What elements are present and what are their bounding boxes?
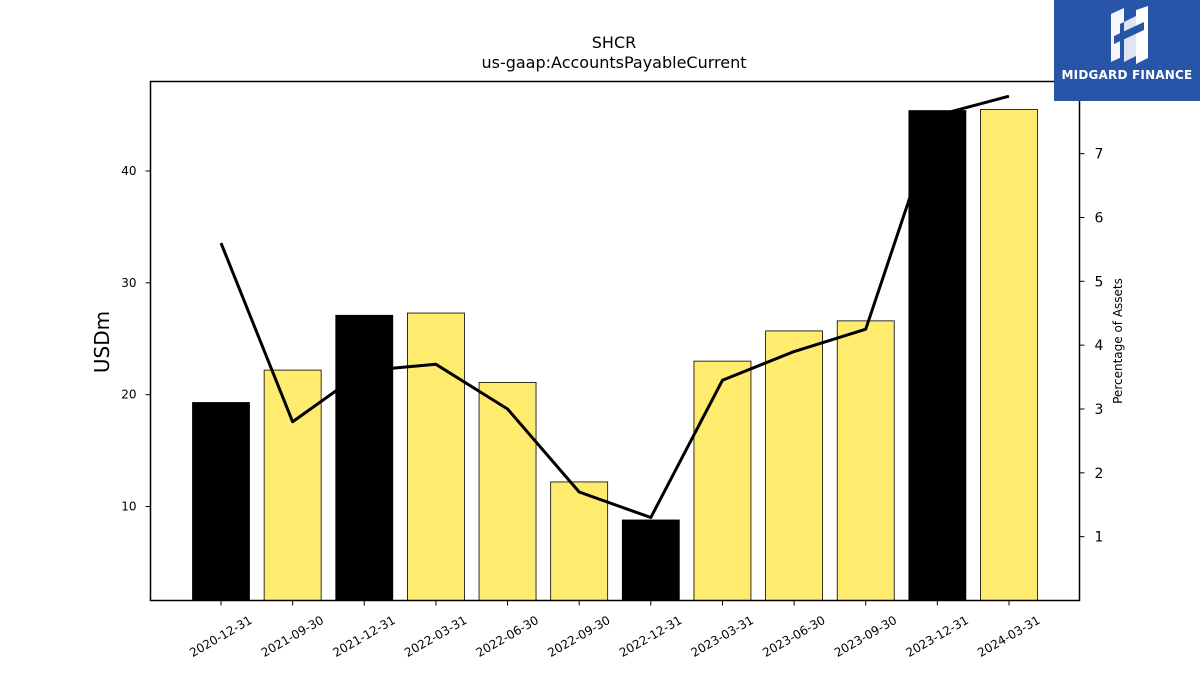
bar	[335, 314, 394, 601]
midgard-logo-icon	[1111, 6, 1148, 64]
bar	[693, 360, 752, 601]
plot-frame	[149, 80, 1081, 602]
bar	[550, 481, 609, 601]
y-right-tick-label: 4	[1095, 338, 1104, 354]
y-axis-label: USDm	[90, 311, 114, 373]
bar	[263, 369, 322, 601]
y-tick-label: 20	[121, 388, 136, 402]
y-tick-label: 10	[121, 500, 136, 514]
x-tick-label: 2023-12-31	[903, 613, 970, 660]
y-right-tick-label: 2	[1095, 466, 1104, 482]
bar	[908, 110, 967, 601]
bar	[192, 402, 250, 601]
x-tick-label: 2022-03-31	[402, 613, 469, 660]
x-tick-label: 2022-06-30	[474, 613, 541, 660]
bar	[836, 320, 895, 601]
logo-text: MIDGARD FINANCE	[1061, 68, 1193, 82]
chart-subtitle: us-gaap:AccountsPayableCurrent	[481, 53, 746, 72]
x-tick-label: 2021-12-31	[330, 613, 397, 660]
x-tick-label: 2020-12-31	[187, 613, 254, 660]
y-right-tick-label: 7	[1095, 147, 1104, 163]
y-axis-right-label: Percentage of Assets	[1111, 278, 1125, 404]
x-tick-label: 2023-03-31	[689, 613, 756, 660]
x-tick-label: 2021-09-30	[259, 613, 326, 660]
bar	[980, 109, 1038, 601]
chart-title: SHCR	[592, 33, 636, 52]
y-tick-label: 30	[121, 276, 136, 290]
bar	[765, 330, 823, 601]
bar	[478, 381, 537, 601]
x-tick-label: 2024-03-31	[975, 613, 1042, 660]
y-tick-label: 40	[121, 164, 136, 178]
percentage-line	[219, 94, 1010, 520]
x-tick-label: 2022-12-31	[617, 613, 684, 660]
x-tick-label: 2023-06-30	[760, 613, 827, 660]
y-right-tick-label: 5	[1095, 274, 1104, 290]
x-tick-label: 2023-09-30	[832, 613, 899, 660]
y-right-tick-label: 6	[1095, 210, 1104, 226]
logo: MIDGARD FINANCE	[1054, 0, 1200, 101]
bar	[407, 312, 465, 601]
bar	[621, 519, 680, 601]
y-right-tick-label: 1	[1095, 530, 1104, 546]
x-tick-label: 2022-09-30	[545, 613, 612, 660]
y-right-tick-label: 3	[1095, 402, 1104, 418]
